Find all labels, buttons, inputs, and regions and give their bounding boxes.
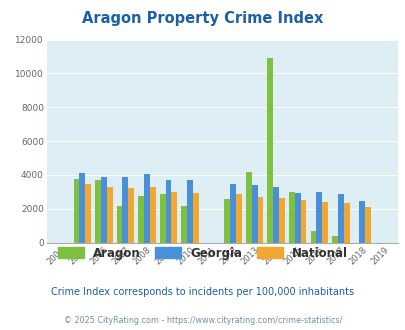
Legend: Aragon, Georgia, National: Aragon, Georgia, National [58,247,347,260]
Bar [230,184,235,243]
Bar [181,206,187,243]
Bar [107,187,112,243]
Bar [321,202,327,243]
Bar [257,197,263,243]
Bar [364,207,370,243]
Bar [288,192,294,243]
Bar [245,172,251,243]
Bar [144,174,149,243]
Bar [267,58,273,243]
Bar [122,177,128,243]
Bar [235,194,241,243]
Bar [149,187,155,243]
Bar [85,184,91,243]
Bar [159,193,165,243]
Bar [358,201,364,243]
Bar [331,236,337,243]
Bar [251,185,257,243]
Text: Aragon Property Crime Index: Aragon Property Crime Index [82,11,323,26]
Bar [116,206,122,243]
Bar [187,180,192,243]
Text: Crime Index corresponds to incidents per 100,000 inhabitants: Crime Index corresponds to incidents per… [51,287,354,297]
Bar [192,193,198,243]
Bar [273,187,278,243]
Bar [278,198,284,243]
Bar [100,178,107,243]
Bar [171,192,177,243]
Bar [337,194,343,243]
Bar [294,193,300,243]
Bar [343,203,349,243]
Bar [315,192,321,243]
Bar [224,199,230,243]
Bar [165,180,171,243]
Text: © 2025 CityRating.com - https://www.cityrating.com/crime-statistics/: © 2025 CityRating.com - https://www.city… [64,315,341,325]
Bar [138,196,144,243]
Bar [300,200,306,243]
Bar [79,173,85,243]
Bar [310,231,315,243]
Bar [128,187,134,243]
Bar [73,179,79,243]
Bar [95,180,100,243]
